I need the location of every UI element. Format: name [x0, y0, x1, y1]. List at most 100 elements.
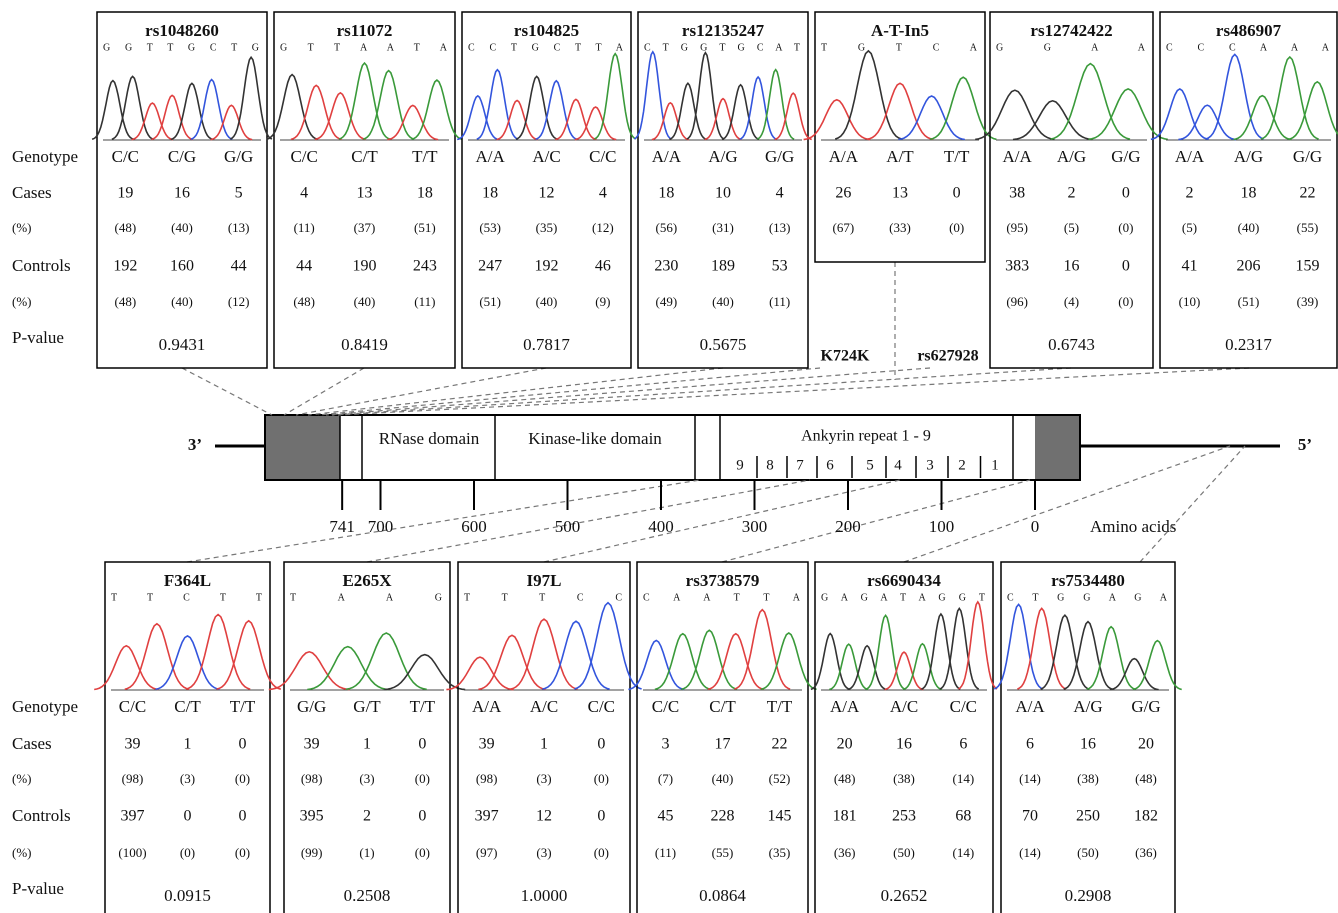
- table-cell: (48): [114, 220, 136, 235]
- table-cell: (11): [769, 294, 790, 309]
- trace-peak: [775, 93, 812, 139]
- table-cell: (14): [952, 771, 974, 786]
- table-cell: (0): [1118, 220, 1133, 235]
- table-cell: (5): [1182, 220, 1197, 235]
- trace-peak: [387, 105, 438, 139]
- table-cell: T/T: [410, 697, 436, 716]
- table-cell: A/G: [708, 147, 737, 166]
- panel-title: rs1048260: [145, 21, 219, 40]
- table-cell: (7): [658, 771, 673, 786]
- table-cell: 68: [955, 808, 971, 825]
- table-cell: C/T: [351, 147, 378, 166]
- table-cell: (0): [415, 845, 430, 860]
- connector: [722, 480, 1030, 562]
- table-cell: 38: [1009, 185, 1025, 202]
- trace-bases: C C T G C T T A: [468, 42, 624, 53]
- table-cell: (95): [1006, 220, 1028, 235]
- table-cell: (48): [1135, 771, 1157, 786]
- table-cell: (0): [235, 845, 250, 860]
- table-cell: (38): [893, 771, 915, 786]
- table-cell: 189: [711, 258, 735, 275]
- trace-peak: [542, 621, 609, 689]
- trace-bases: C C C A A A: [1166, 42, 1330, 53]
- table-cell: 159: [1296, 258, 1320, 275]
- table-cell: (50): [893, 845, 915, 860]
- connector: [338, 368, 1249, 415]
- trace-peak: [655, 634, 711, 690]
- trace-peak: [975, 90, 1054, 139]
- table-cell: 2: [363, 808, 371, 825]
- table-cell: (13): [228, 220, 250, 235]
- table-cell: (3): [536, 771, 551, 786]
- repeat-number: 6: [826, 457, 834, 473]
- trace-bases: C T G G T G C A T: [644, 42, 800, 53]
- repeat-number: 3: [926, 457, 934, 473]
- row-label: Cases: [12, 183, 52, 202]
- table-cell: A/C: [530, 697, 558, 716]
- table-cell: A/A: [652, 147, 682, 166]
- p-value: 0.2508: [344, 886, 391, 905]
- trace-bases: G A G A T A G G T: [821, 592, 985, 603]
- table-cell: (40): [1238, 220, 1260, 235]
- table-cell: 0: [239, 736, 247, 753]
- panel-title: rs104825: [514, 21, 579, 40]
- trace-bases: T T T C C: [464, 592, 622, 603]
- table-cell: (51): [414, 220, 436, 235]
- trace-peak: [1089, 89, 1168, 139]
- trace-peak: [866, 615, 905, 689]
- table-cell: 2: [1186, 185, 1194, 202]
- table-cell: C/C: [652, 697, 679, 716]
- p-value: 0.2652: [881, 886, 928, 905]
- table-cell: 41: [1182, 258, 1198, 275]
- table-cell: C/C: [589, 147, 616, 166]
- table-cell: (40): [536, 294, 558, 309]
- table-cell: 39: [479, 736, 495, 753]
- table-cell: (4): [1064, 294, 1079, 309]
- trace-peak: [516, 76, 557, 139]
- repeat-number: 2: [958, 457, 966, 473]
- table-cell: 39: [125, 736, 141, 753]
- table-cell: 206: [1237, 258, 1261, 275]
- trace-peak: [457, 96, 498, 140]
- table-cell: A/A: [1175, 147, 1205, 166]
- table-cell: 181: [833, 808, 857, 825]
- table-cell: A/G: [1073, 697, 1102, 716]
- table-cell: 182: [1134, 808, 1158, 825]
- trace-bases: C T G G A G A: [1007, 592, 1168, 603]
- trace-peak: [835, 51, 901, 139]
- row-label: P-value: [12, 879, 64, 898]
- table-cell: 0: [597, 808, 605, 825]
- table-cell: (11): [414, 294, 435, 309]
- table-cell: C/C: [112, 147, 139, 166]
- table-cell: (40): [171, 294, 193, 309]
- table-cell: 18: [658, 185, 674, 202]
- table-cell: 39: [304, 736, 320, 753]
- panel-title: rs7534480: [1051, 571, 1125, 590]
- repeat-number: 8: [766, 457, 774, 473]
- trace-peak: [574, 603, 641, 689]
- table-cell: A/A: [829, 147, 859, 166]
- table-cell: (98): [301, 771, 323, 786]
- table-cell: (3): [536, 845, 551, 860]
- trace-peak: [112, 76, 153, 139]
- table-cell: 16: [174, 185, 190, 202]
- table-cell: 383: [1005, 258, 1029, 275]
- p-value: 0.5675: [700, 335, 747, 354]
- repeat-number: 5: [866, 457, 874, 473]
- table-cell: (10): [1179, 294, 1201, 309]
- table-cell: 2: [1068, 185, 1076, 202]
- axis-tick-label: 600: [461, 517, 487, 536]
- table-cell: 44: [296, 258, 312, 275]
- connector: [1140, 446, 1245, 562]
- table-cell: (50): [1077, 845, 1099, 860]
- table-cell: 10: [715, 185, 731, 202]
- table-cell: C/C: [290, 147, 317, 166]
- table-cell: 18: [482, 185, 498, 202]
- table-cell: T/T: [412, 147, 438, 166]
- table-cell: 160: [170, 258, 194, 275]
- trace-peak: [1206, 54, 1264, 139]
- table-cell: (51): [479, 294, 501, 309]
- table-cell: (40): [354, 294, 376, 309]
- trace-peak: [191, 80, 233, 140]
- table-cell: 4: [300, 185, 308, 202]
